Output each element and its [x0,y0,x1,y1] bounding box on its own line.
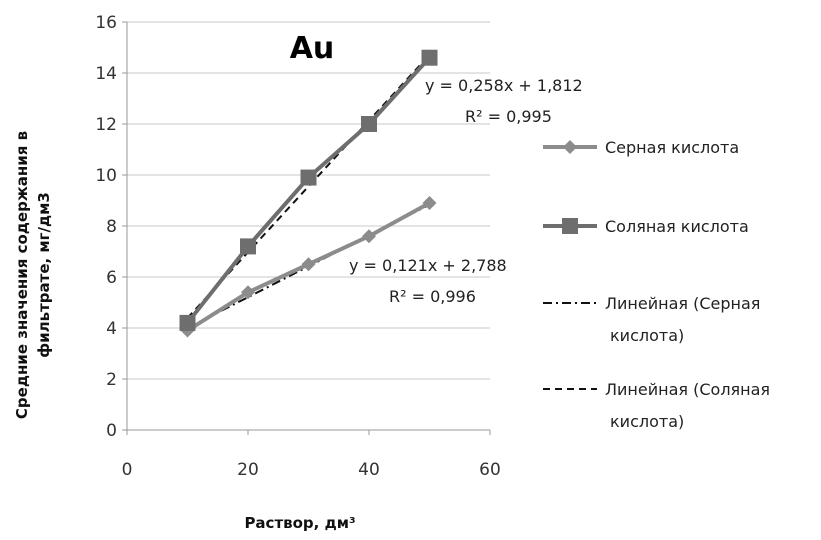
chart-title: Au [290,31,335,66]
y-axis-title: Средние значения содержания в фильтрате,… [13,131,53,419]
y-tick-label-12: 12 [95,115,117,135]
legend-label-trend-hcl-line2: кислота) [610,412,684,431]
equation-hcl: y = 0,258x + 1,812 [425,76,583,95]
x-tick-label-0: 0 [122,460,133,480]
legend-label-hcl: Соляная кислота [605,217,749,236]
data-point-h2so4-4 [422,196,437,211]
legend-item-h2so4: Серная кислота [543,138,739,157]
r2-hcl: R² = 0,995 [465,107,552,126]
data-point-h2so4-2 [301,257,316,272]
legend-label-trend-h2so4-line1: Линейная (Серная [605,294,760,313]
trendline-equation-h2so4: y = 0,121x + 2,788 R² = 0,996 [349,256,507,306]
series-line-hcl [185,56,431,325]
equation-h2so4: y = 0,121x + 2,788 [349,256,507,275]
y-tick-label-0: 0 [106,421,117,441]
y-tick-label-8: 8 [106,217,117,237]
y-tick-label-2: 2 [106,370,117,390]
x-tick-label-20: 20 [237,460,259,480]
legend-label-h2so4: Серная кислота [605,138,739,157]
legend-label-trend-h2so4-line2: кислота) [610,326,684,345]
trendline-equation-hcl: y = 0,258x + 1,812 R² = 0,995 [425,76,583,126]
data-point-h2so4-1 [241,285,255,300]
y-tick-label-10: 10 [95,166,117,186]
data-point-h2so4-3 [362,229,376,244]
legend-item-trend-hcl: Линейная (Соляная кислота) [543,380,770,431]
data-point-hcl-2 [300,169,317,186]
y-tick-label-4: 4 [106,319,117,339]
legend-marker-h2so4 [563,140,577,154]
axis-layer: 0 2 4 6 8 10 12 14 16 0 20 40 60 [95,13,500,480]
legend-item-trend-h2so4: Линейная (Серная кислота) [543,294,760,345]
data-point-hcl-0 [179,314,196,331]
legend-marker-hcl [562,218,578,234]
x-tick-label-60: 60 [479,460,501,480]
data-point-hcl-1 [240,238,256,255]
legend-item-hcl: Соляная кислота [543,217,749,236]
y-axis-title-line1: Средние значения содержания в [13,131,31,419]
x-tick-label-40: 40 [358,460,380,480]
legend: Серная кислота Соляная кислота Линейная … [543,138,770,431]
y-tick-label-16: 16 [95,13,117,33]
y-axis-title-line2: фильтрате, мг/дм3 [35,192,53,358]
data-point-hcl-4 [421,49,438,66]
data-point-hcl-3 [361,116,377,132]
y-tick-label-14: 14 [95,64,117,84]
legend-label-trend-hcl-line1: Линейная (Соляная [605,380,770,399]
series-layer [179,49,438,338]
x-axis-title: Раствор, дм³ [244,514,355,532]
r2-h2so4: R² = 0,996 [389,287,476,306]
y-tick-label-6: 6 [106,268,117,288]
